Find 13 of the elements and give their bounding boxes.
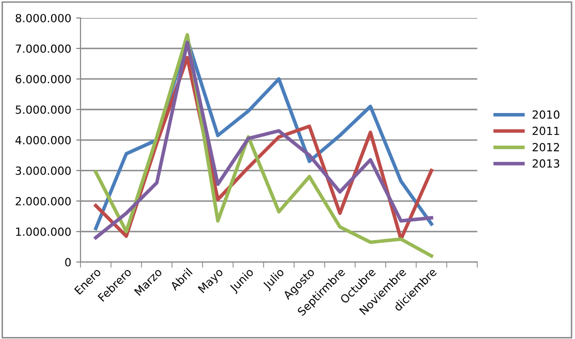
y-tick-label: 3.000.000 xyxy=(16,166,71,175)
y-tick-label: 6.000.000 xyxy=(16,74,71,84)
legend-label: 2013 xyxy=(532,159,560,168)
y-tick-label: 7.000.000 xyxy=(16,44,71,53)
y-tick-label: 0 xyxy=(65,258,71,266)
y-tick-label: 4.000.000 xyxy=(15,136,71,144)
y-tick-label: 8.000.000 xyxy=(16,14,71,22)
y-tick-label: 1.000.000 xyxy=(16,228,71,236)
legend-label: 2012 xyxy=(532,142,560,152)
legend-label: 2011 xyxy=(532,126,560,136)
legend-label: 2010 xyxy=(532,110,560,119)
y-tick-label: 2.000.000 xyxy=(16,197,71,206)
y-tick-label: 5.000.000 xyxy=(16,105,71,114)
